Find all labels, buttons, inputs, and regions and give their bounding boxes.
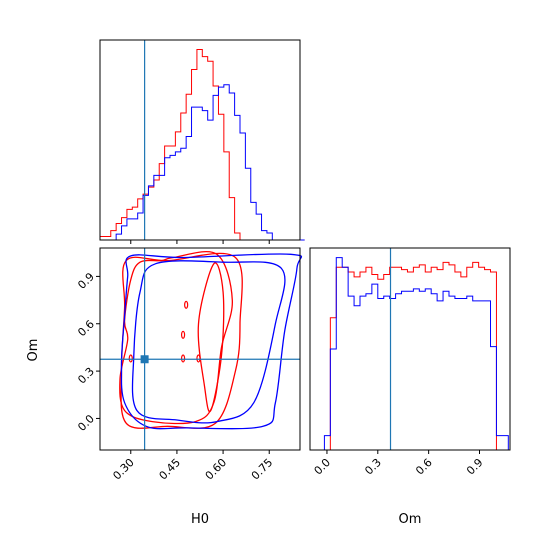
contour-2 bbox=[197, 262, 225, 413]
om-x-tick-label-3: 0.9 bbox=[464, 456, 486, 478]
contour-4 bbox=[131, 260, 286, 424]
h0-histogram-frame bbox=[99, 39, 301, 241]
om-axis-label: Om bbox=[26, 339, 41, 362]
contour-frame bbox=[99, 247, 301, 451]
om-x-tick-label-2: 0.6 bbox=[413, 456, 435, 478]
om-x-axis-label: Om bbox=[399, 512, 422, 527]
h0-axis-label: H0 bbox=[191, 512, 209, 527]
contour-y-tick-label-0: 0.0 bbox=[75, 412, 97, 434]
contour-x-tick-label-0: 0.30 bbox=[110, 456, 137, 483]
contour-x-tick-label-1: 0.45 bbox=[157, 456, 184, 483]
h0-hist-series-1-step bbox=[100, 84, 305, 241]
contour-speck-0 bbox=[184, 300, 189, 309]
om-histogram-panel: 0.0 0.3 0.6 0.9 Om bbox=[309, 247, 511, 527]
h0-om-contour-panel: 0.30 0.45 0.60 0.75 0.0 0.3 0.6 0.9 H0 Om bbox=[26, 247, 302, 527]
contour-speck-4 bbox=[128, 354, 133, 363]
contour-y-tick-label-1: 0.3 bbox=[75, 365, 97, 387]
contour-y-tick-label-2: 0.6 bbox=[75, 318, 97, 340]
contour-y-tick-label-3: 0.9 bbox=[75, 270, 97, 292]
om-x-tick-label-0: 0.0 bbox=[312, 456, 334, 478]
om-histogram-frame bbox=[309, 247, 511, 451]
contour-3 bbox=[120, 253, 302, 430]
contour-speck-3 bbox=[180, 354, 186, 363]
om-hist-series-1-step bbox=[318, 257, 509, 451]
contour-truth-marker bbox=[140, 355, 149, 364]
contour-speck-1 bbox=[180, 330, 186, 339]
h0-hist-series-0-step bbox=[99, 49, 305, 241]
contour-speck-2 bbox=[196, 354, 201, 363]
contour-x-tick-label-3: 0.75 bbox=[249, 456, 276, 483]
contour-1 bbox=[119, 251, 233, 425]
contour-x-tick-label-2: 0.60 bbox=[203, 456, 230, 483]
om-x-tick-label-1: 0.3 bbox=[362, 456, 384, 478]
contour-0 bbox=[120, 252, 243, 429]
h0-histogram-panel bbox=[99, 39, 305, 244]
om-hist-series-0-step bbox=[318, 261, 509, 451]
